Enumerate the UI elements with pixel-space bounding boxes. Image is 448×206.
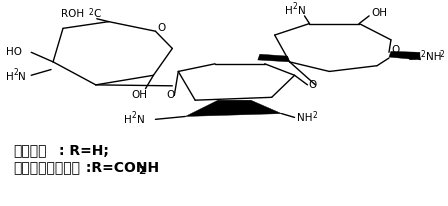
Text: 2: 2	[89, 8, 94, 17]
Text: 2: 2	[293, 2, 297, 11]
Text: N: N	[297, 6, 305, 16]
Polygon shape	[185, 101, 282, 117]
Text: NH: NH	[426, 52, 441, 62]
Text: 氨甲酰妣布霏素：: 氨甲酰妣布霏素：	[13, 160, 80, 174]
Text: N: N	[137, 115, 144, 125]
Text: 2: 2	[132, 111, 136, 120]
Text: 2: 2	[421, 50, 426, 59]
Text: O: O	[166, 89, 174, 99]
Text: H: H	[284, 6, 293, 16]
Text: 妣布霏素: 妣布霏素	[13, 143, 47, 157]
Text: O: O	[309, 80, 317, 89]
Polygon shape	[258, 55, 289, 63]
Text: ROH: ROH	[61, 9, 84, 19]
Text: HO: HO	[6, 47, 22, 57]
Text: 2: 2	[138, 165, 146, 175]
Text: CH: CH	[407, 52, 422, 62]
Text: OH: OH	[371, 8, 387, 18]
Text: OH: OH	[132, 90, 147, 100]
Text: :R=CONH: :R=CONH	[81, 160, 159, 174]
Text: 2: 2	[439, 50, 444, 59]
Text: O: O	[391, 45, 399, 55]
Polygon shape	[389, 52, 421, 61]
Text: 2: 2	[312, 111, 317, 120]
Text: O: O	[157, 23, 166, 33]
Text: 2: 2	[13, 68, 18, 77]
Text: C: C	[94, 9, 101, 19]
Text: : R=H;: : R=H;	[59, 143, 109, 157]
Text: NH: NH	[297, 113, 312, 123]
Text: H: H	[124, 115, 131, 125]
Text: N: N	[18, 72, 26, 82]
Text: H: H	[6, 72, 14, 82]
